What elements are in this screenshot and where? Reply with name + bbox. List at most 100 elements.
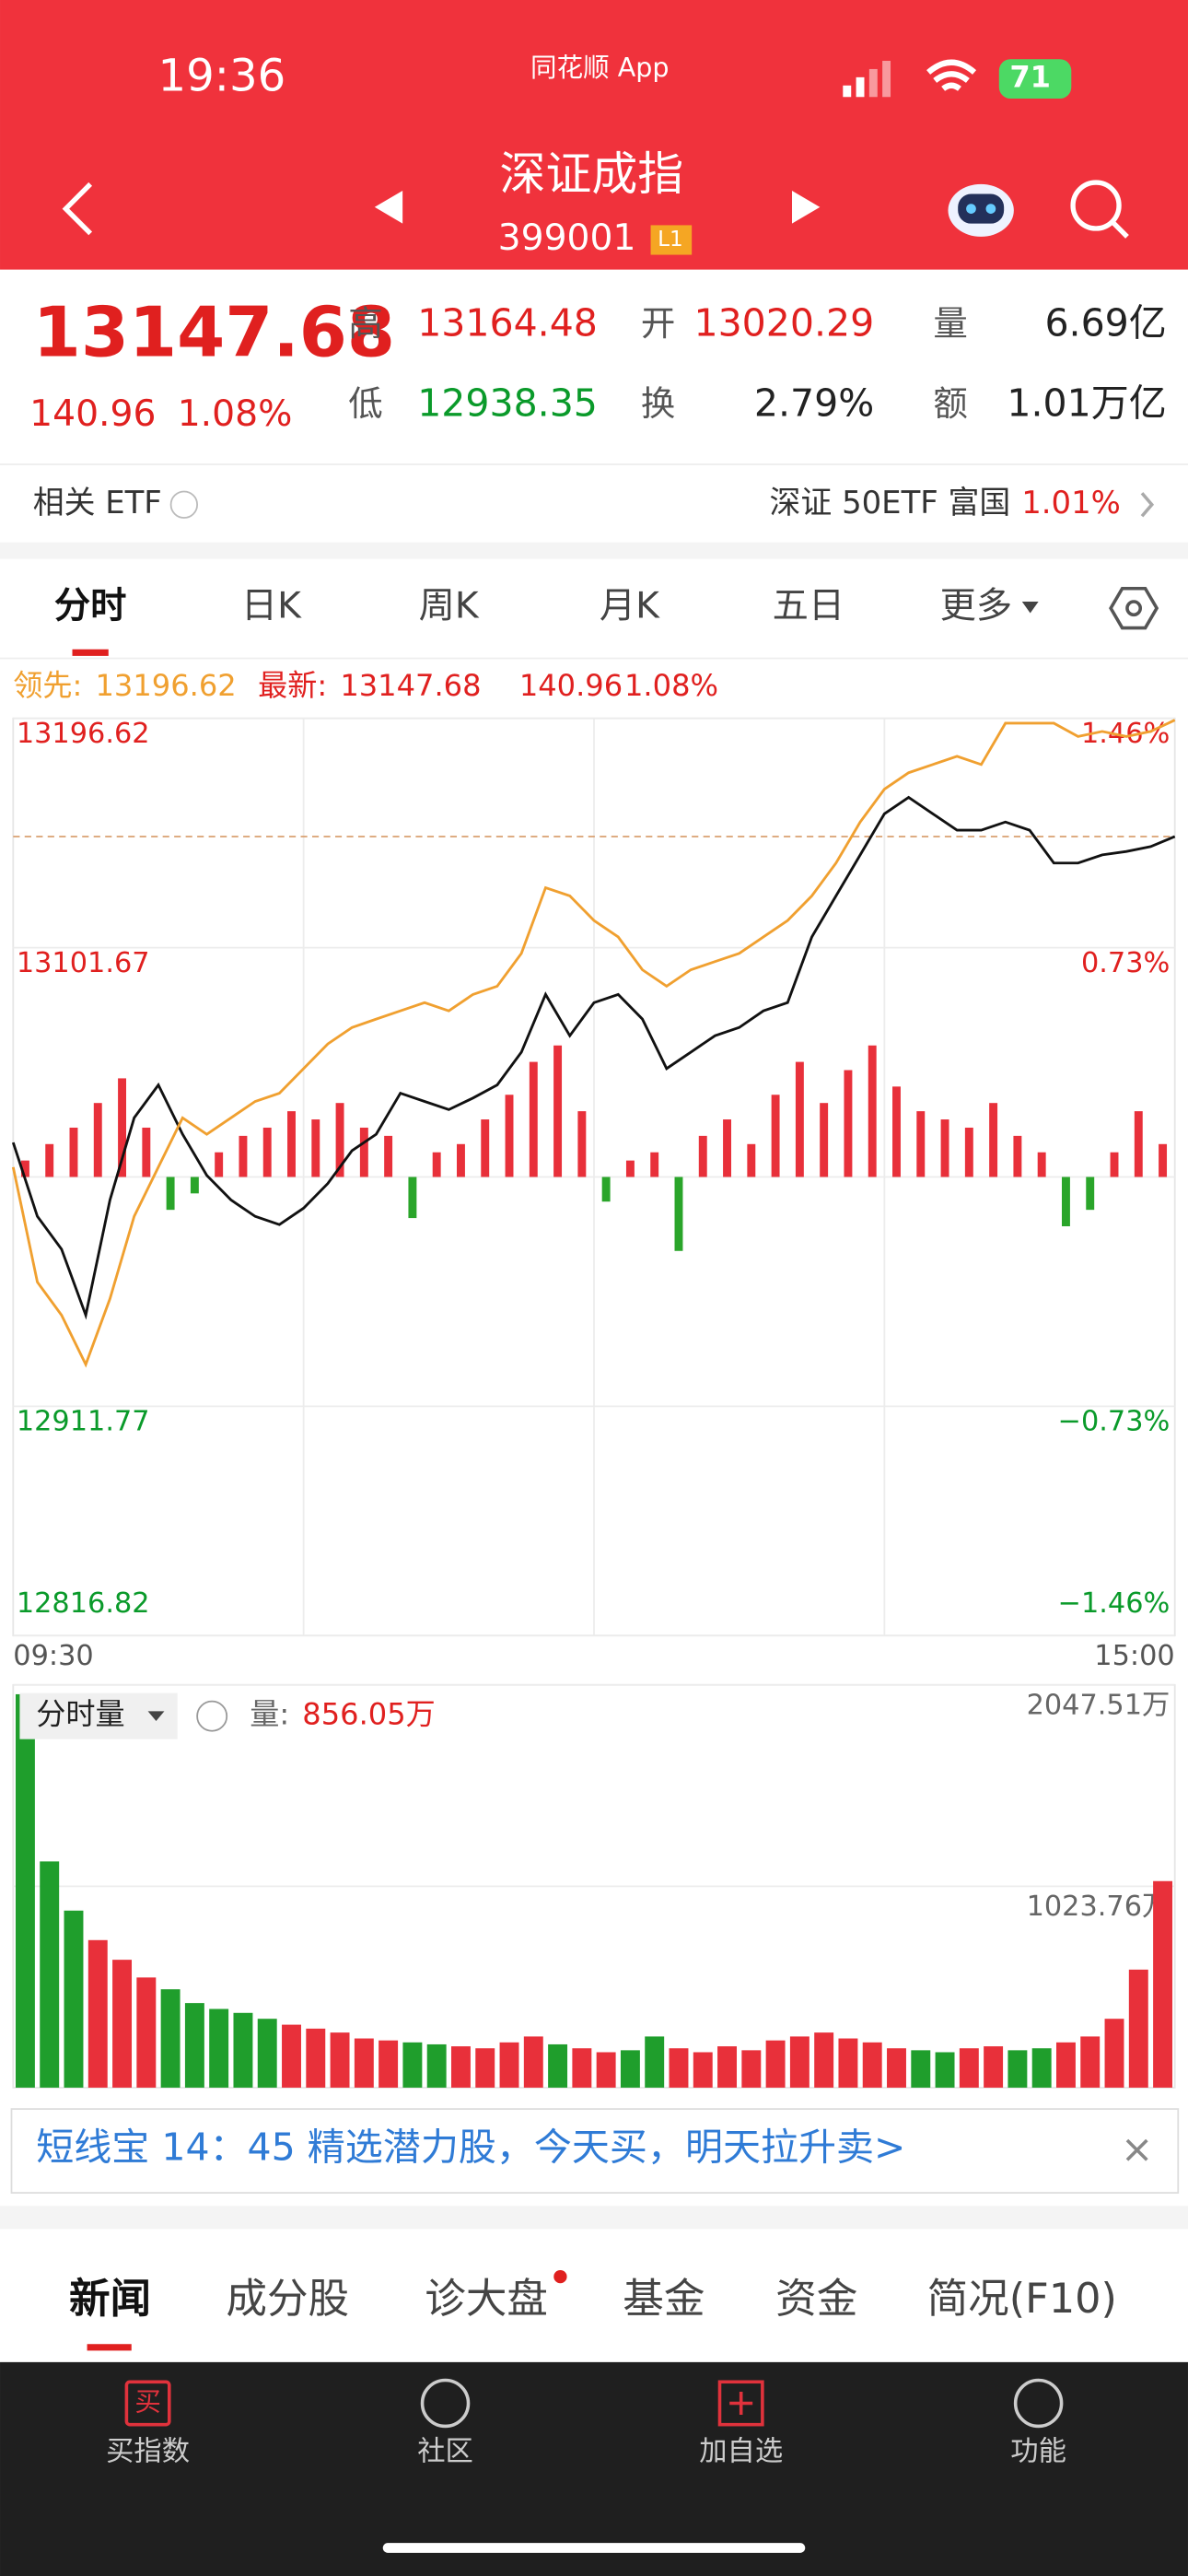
news-tab[interactable]: 简况(F10)	[927, 2275, 1117, 2323]
news-tab[interactable]: 新闻	[69, 2275, 151, 2323]
x-label: 09:30	[13, 1640, 93, 1672]
divider	[0, 657, 1188, 660]
nav-icon	[124, 2380, 171, 2427]
signal-bar	[1134, 1111, 1143, 1177]
dropdown	[147, 1711, 165, 1722]
news-tab[interactable]: 基金	[623, 2275, 705, 2323]
signal-bar	[335, 1103, 344, 1177]
y-tick-label: 1023.76万	[1027, 1891, 1171, 1923]
volume-bar	[741, 2050, 762, 2088]
y-tick-label: 12816.82	[17, 1587, 150, 1620]
signal-bar	[698, 1135, 707, 1177]
field-value: 13020.29	[693, 300, 874, 345]
latest-label: 最新:	[258, 668, 327, 703]
signal-bar	[747, 1143, 756, 1177]
back[interactable]	[62, 181, 93, 236]
volume-bar	[426, 2043, 447, 2088]
bottom-nav	[0, 2361, 1188, 2576]
signal-bar	[892, 1086, 901, 1177]
tab[interactable]: 分时	[54, 586, 126, 627]
signal-bar	[45, 1143, 54, 1177]
volume-bar	[499, 2042, 519, 2088]
volume-bar	[596, 2052, 616, 2088]
signal-bar	[989, 1103, 998, 1177]
news-tab[interactable]: 诊大盘	[425, 2275, 548, 2323]
tab[interactable]: 周K	[419, 586, 480, 627]
signal-bar	[625, 1160, 635, 1177]
nav-label[interactable]: 加自选	[699, 2436, 783, 2468]
volume-bar	[402, 2042, 423, 2088]
wifi	[926, 59, 977, 91]
badge-text: L1	[658, 227, 683, 252]
signal-bar	[481, 1119, 490, 1177]
volume-bar	[887, 2048, 906, 2088]
volume-value: 856.05万	[302, 1697, 435, 1732]
lead-label: 领先:	[13, 668, 82, 703]
index-title: 深证成指	[499, 147, 683, 201]
y-tick-label: 13101.67	[17, 947, 150, 979]
gap	[0, 542, 1188, 559]
tab[interactable]: 更多	[940, 586, 1013, 627]
lead-value: 13196.62	[95, 668, 236, 703]
news-tab[interactable]: 资金	[775, 2275, 857, 2323]
volume-bar	[64, 1910, 84, 2088]
signal-bar	[820, 1103, 829, 1177]
search[interactable]	[1070, 180, 1129, 239]
field-value: 13164.48	[417, 300, 598, 345]
signal-bar	[868, 1045, 877, 1177]
banner-text[interactable]: 短线宝 14：45 精选潜力股，今天买，明天拉升卖>	[36, 2125, 905, 2170]
nav-icon	[717, 2380, 764, 2427]
nav-icon	[1013, 2378, 1064, 2429]
field-value: 6.69亿	[1044, 300, 1166, 345]
volume-bar	[959, 2048, 979, 2088]
robot[interactable]	[948, 183, 1014, 237]
settings[interactable]	[1109, 586, 1159, 630]
volume-bar	[1055, 2042, 1076, 2088]
volume-bar	[87, 1939, 108, 2088]
volume-bar	[669, 2048, 689, 2088]
volume-bar	[184, 2003, 204, 2088]
volume-bar	[984, 2046, 1004, 2088]
field-label: 高	[348, 303, 382, 344]
field-label: 额	[933, 383, 967, 424]
volume-bar	[40, 1861, 60, 2088]
nav-label[interactable]: 功能	[1010, 2436, 1066, 2468]
nav-label[interactable]: 买指数	[106, 2436, 190, 2468]
volume-bar	[330, 2032, 350, 2088]
signal-bar	[311, 1119, 320, 1177]
signal-bar	[190, 1177, 199, 1194]
price-line	[11, 795, 1176, 1320]
etf-name[interactable]: 深证 50ETF 富国	[770, 485, 1011, 521]
field-label: 换	[641, 383, 675, 424]
volume-selector[interactable]	[19, 1692, 178, 1739]
tab[interactable]: 五日	[773, 586, 845, 627]
signal-bar	[287, 1111, 296, 1177]
volume-bar	[572, 2048, 592, 2088]
volume-bar	[789, 2036, 809, 2088]
field-value: 12938.35	[417, 381, 598, 426]
help[interactable]	[169, 490, 199, 519]
volume-bar	[450, 2046, 471, 2088]
app-name: 同花顺 App	[530, 53, 669, 83]
volume-bar	[15, 1693, 35, 2088]
tab[interactable]: 月K	[600, 586, 660, 627]
volume-bar	[838, 2038, 858, 2088]
signal-bar	[118, 1078, 127, 1177]
volume-bar	[112, 1960, 133, 2088]
y-tick-label: 13196.62	[17, 718, 150, 750]
close[interactable]	[1125, 2138, 1148, 2161]
signal-bar	[1110, 1152, 1119, 1177]
banner[interactable]	[10, 2108, 1180, 2194]
latest-change: 140.96	[519, 668, 623, 703]
next[interactable]	[791, 190, 821, 224]
prev[interactable]	[374, 190, 403, 224]
dropdown	[1021, 602, 1039, 614]
tab[interactable]: 日K	[241, 586, 302, 627]
signal-bar	[1086, 1177, 1095, 1211]
help[interactable]	[196, 1700, 228, 1732]
volume-bar	[1080, 2036, 1101, 2088]
nav-label[interactable]: 社区	[417, 2436, 473, 2468]
news-tab[interactable]: 成分股	[226, 2275, 349, 2323]
signal-bar	[601, 1177, 611, 1202]
